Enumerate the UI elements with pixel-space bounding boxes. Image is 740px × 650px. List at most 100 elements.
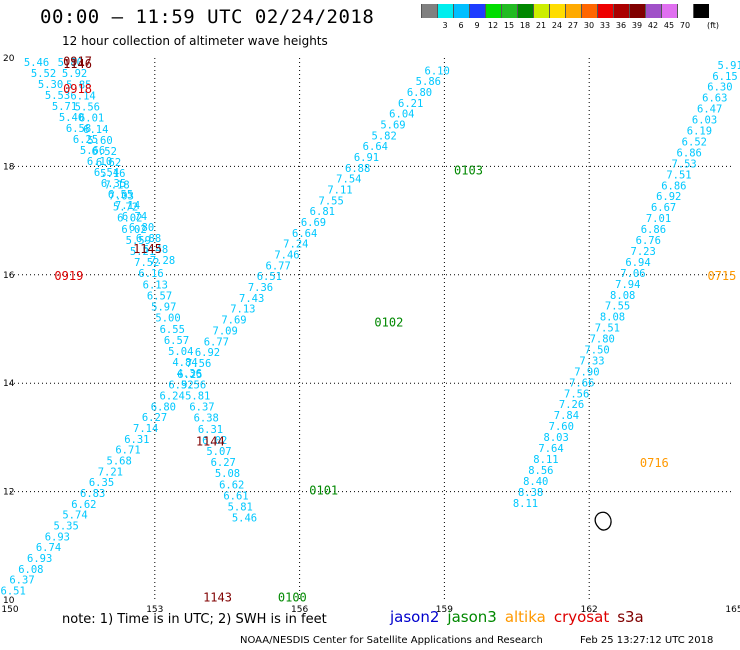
color-scale-label: 36: [615, 21, 627, 30]
wave-height-value: 6.86: [677, 147, 702, 159]
footer-credit: NOAA/NESDIS Center for Satellite Applica…: [240, 635, 543, 646]
legend-s3a: s3a: [617, 608, 644, 626]
wave-height-value: 7.55: [605, 301, 630, 313]
wave-height-value: 7.24: [283, 239, 308, 251]
wave-height-value: 6.62: [96, 157, 121, 169]
lat-tick-label: 18: [3, 162, 15, 172]
wave-height-value: 6.51: [257, 271, 282, 283]
wave-height-value: 7.53: [671, 158, 696, 170]
pass-time-label: 1144: [196, 435, 225, 449]
wave-height-value: 5.30: [38, 79, 63, 91]
color-scale-swatch: [629, 4, 645, 18]
wave-height-value: 7.18: [104, 179, 129, 191]
wave-height-value: 6.04: [389, 109, 414, 121]
wave-height-value: 5.92: [62, 68, 87, 80]
color-scale-label: 9: [474, 21, 480, 30]
color-scale-swatch: [613, 4, 629, 18]
wave-height-value: 7.28: [150, 255, 175, 267]
wave-height-value: 8.38: [518, 487, 543, 499]
pass-time-label: 0917: [63, 55, 92, 69]
wave-height-value: 7.56: [186, 358, 211, 370]
color-scale-label: 12: [487, 21, 499, 30]
lon-tick-label: 153: [146, 605, 163, 615]
wave-height-value: 5.46: [24, 57, 49, 69]
wave-height-value: 6.57: [147, 290, 172, 302]
wave-height-value: 7.90: [574, 366, 599, 378]
color-scale-swatch: [501, 4, 517, 18]
wave-height-value: 5.72: [113, 202, 138, 214]
color-scale-label: 15: [503, 21, 515, 30]
color-scale-label: 30: [583, 21, 595, 30]
wave-height-value: 7.55: [319, 195, 344, 207]
color-scale-swatch: [581, 4, 597, 18]
wave-height-value: 6.38: [194, 413, 219, 425]
wave-height-value: 6.76: [636, 235, 661, 247]
lat-tick-label: 10: [3, 596, 15, 606]
wave-height-value: 6.37: [189, 402, 214, 414]
wave-height-value: 5.08: [215, 468, 240, 480]
wave-height-value: 6.63: [702, 93, 727, 105]
wave-height-value: 6.02: [117, 213, 142, 225]
wave-height-value: 7.14: [133, 423, 158, 435]
wave-height-value: 7.69: [221, 315, 246, 327]
wave-height-value: 6.92: [168, 380, 193, 392]
wave-height-value: 6.31: [124, 434, 149, 446]
color-scale-swatch: [485, 4, 501, 18]
wave-height-value: 6.92: [195, 347, 220, 359]
wave-height-value: 7.21: [98, 466, 123, 478]
color-scale-swatch: [693, 4, 709, 18]
wave-height-value: 7.13: [230, 304, 255, 316]
lon-tick-label: 156: [291, 605, 308, 615]
wave-height-value: 6.55: [108, 189, 133, 201]
island-outline: [594, 511, 612, 531]
wave-height-value: 7.03: [109, 190, 134, 202]
lon-tick-label: 162: [581, 605, 598, 615]
wave-height-value: 7.52: [134, 257, 159, 269]
color-scale-label: 21: [535, 21, 547, 30]
wave-height-value: 5.46: [232, 513, 257, 525]
wave-height-value: 5.16: [100, 168, 125, 180]
wave-height-value: 5.21: [130, 246, 155, 258]
color-scale-swatch: [469, 4, 485, 18]
wave-height-value: 5.81: [228, 502, 253, 514]
wave-height-value: 6.13: [143, 279, 168, 291]
wave-height-value: 6.74: [36, 542, 61, 554]
legend-altika: altika: [504, 608, 546, 626]
wave-height-value: 6.94: [625, 257, 650, 269]
color-scale-label: 45: [663, 21, 675, 30]
pass-time-label: 0102: [374, 315, 403, 329]
wave-height-value: 5.66: [80, 145, 105, 157]
legend-jason3: jason3: [447, 608, 497, 626]
wave-height-value: 6.21: [398, 98, 423, 110]
wave-height-value: 6.47: [697, 104, 722, 116]
wave-height-value: 6.30: [707, 82, 732, 94]
wave-height-value: 6.10: [87, 156, 112, 168]
color-scale-label: 42: [647, 21, 659, 30]
wave-height-value: 6.58: [66, 123, 91, 135]
wave-height-value: 6.35: [101, 178, 126, 190]
lat-tick-label: 20: [3, 54, 15, 64]
wave-height-value: 5.86: [416, 76, 441, 88]
wave-height-value: 8.03: [544, 432, 569, 444]
wave-height-value: 6.19: [687, 126, 712, 138]
lat-tick-label: 16: [3, 271, 15, 281]
wave-height-value: 5.40: [59, 112, 84, 124]
wave-height-value: 6.80: [407, 87, 432, 99]
wave-height-value: 6.10: [425, 65, 450, 77]
map-axes: 150 153 156 159 162 165 10 12 14 16 18 20: [1, 54, 740, 615]
wave-height-value: 7.14: [115, 200, 140, 212]
legend-cryosat: cryosat: [553, 608, 610, 626]
wave-height-value: 6.80: [129, 222, 154, 234]
wave-height-value: 6.71: [115, 445, 140, 457]
color-scale-swatch: [421, 4, 437, 18]
wave-height-value: 8.08: [600, 312, 625, 324]
color-scale-label: 6: [458, 21, 464, 30]
wave-height-value: 5.56: [181, 379, 206, 391]
color-scale-label: 33: [599, 21, 611, 30]
wave-height-value: 6.54: [94, 167, 119, 179]
altimeter-tracks: 5.465.525.305.535.715.406.586.255.666.10…: [1, 57, 740, 597]
color-scale-swatch: [645, 4, 661, 18]
wave-height-value: 4.36: [177, 368, 202, 380]
wave-height-value: 6.51: [1, 586, 26, 598]
